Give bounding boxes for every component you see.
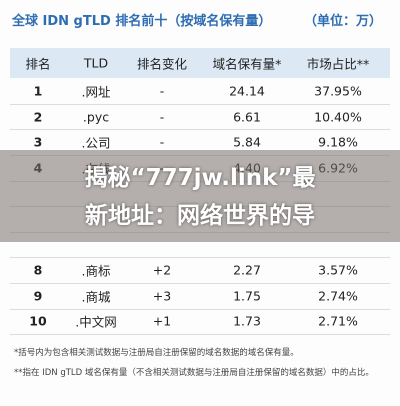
overlay-text: 新地址：网络世界的导: [85, 203, 315, 229]
column-header: 排名: [25, 56, 51, 72]
footnote: **指在 IDN gTLD 域名保有量（不含相关测试数据与注册局自注册保留的域名…: [14, 368, 374, 378]
table-cell: 2.71%: [318, 313, 358, 329]
table-cell: 37.95%: [314, 83, 362, 99]
table-cell: 6.61: [233, 109, 261, 125]
table-cell: .商城: [81, 289, 111, 305]
table-cell: 1.73: [233, 313, 261, 329]
rank-cell: 8: [33, 262, 43, 278]
table-cell: +1: [152, 313, 172, 329]
table-cell: .公司: [81, 135, 111, 151]
overlay-text: 揭秘“777jw.link”最: [84, 165, 316, 191]
rank-cell: 2: [33, 109, 43, 125]
table-cell: +2: [152, 262, 172, 278]
column-header: 排名变化: [136, 56, 188, 72]
table-title: 全球 IDN gTLD 排名前十（按域名保有量）: [12, 14, 272, 29]
row-rule: [10, 129, 390, 131]
column-header: TLD: [83, 55, 109, 71]
overlay-banner: [0, 150, 400, 242]
table-cell: -: [159, 134, 165, 150]
table-cell: 5.84: [233, 134, 261, 150]
row-rule: [10, 103, 390, 105]
table-cell: 2.74%: [318, 288, 358, 304]
unit-note: （单位：万）: [303, 14, 382, 29]
row-rule: [10, 257, 390, 259]
row-rule: [10, 334, 390, 336]
table-cell: -: [159, 83, 165, 99]
rank-cell: 9: [33, 288, 43, 304]
table-cell: 3.57%: [318, 262, 358, 278]
rank-cell: 1: [33, 83, 43, 99]
rank-cell: 10: [29, 313, 47, 329]
column-header: 域名保有量*: [212, 56, 282, 72]
footnote: *括号内为包含相关测试数据与注册局自注册保留的域名数据的域名保有量。: [14, 348, 299, 358]
table-cell: +3: [152, 288, 172, 304]
table-cell: .网址: [81, 84, 111, 100]
table-cell: 9.18%: [318, 134, 358, 150]
column-header: 市场占比**: [306, 56, 370, 72]
rank-cell: 3: [33, 134, 43, 150]
table-cell: 2.27: [233, 262, 261, 278]
table-cell: 1.75: [233, 288, 261, 304]
header-background: [10, 48, 390, 78]
table-cell: 24.14: [229, 83, 265, 99]
table-cell: .商标: [81, 263, 111, 279]
row-rule: [10, 308, 390, 310]
table-cell: 10.40%: [314, 109, 362, 125]
table-cell: -: [159, 109, 165, 125]
table-cell: .рус: [82, 109, 110, 125]
row-rule: [10, 283, 390, 284]
table-cell: .中文网: [75, 314, 117, 330]
